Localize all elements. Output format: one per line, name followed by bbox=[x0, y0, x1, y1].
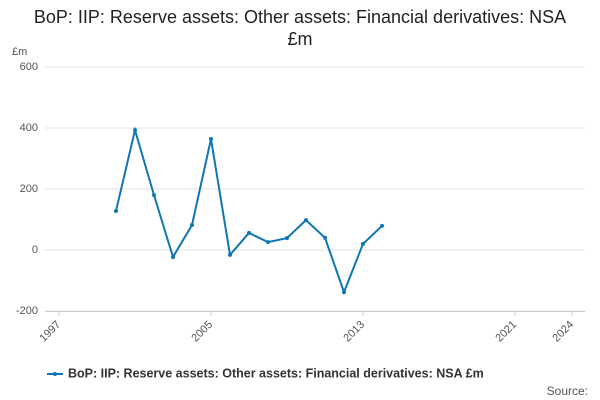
line bbox=[115, 126, 383, 295]
point bbox=[266, 240, 270, 245]
point bbox=[247, 230, 251, 235]
y-unit: £m bbox=[12, 46, 27, 58]
y-tick-label: 600 bbox=[20, 61, 38, 73]
point bbox=[114, 208, 118, 213]
y-tick-label: -200 bbox=[16, 305, 38, 317]
point bbox=[342, 290, 346, 295]
legend-marker bbox=[53, 372, 57, 376]
chart-title: BoP: IIP: Reserve assets: Other assets: … bbox=[33, 7, 567, 49]
point bbox=[171, 255, 175, 260]
y-tick-label: 200 bbox=[20, 183, 38, 195]
point bbox=[190, 222, 194, 227]
x-tick-label: 2013 bbox=[341, 319, 367, 345]
point bbox=[133, 128, 137, 133]
point bbox=[323, 235, 327, 240]
source: Source: bbox=[547, 384, 588, 398]
point bbox=[380, 223, 384, 228]
point bbox=[304, 218, 308, 223]
y-tick-label: 0 bbox=[32, 244, 38, 256]
x-tick-label: 2024 bbox=[550, 319, 576, 345]
x-tick-label: 2005 bbox=[189, 319, 215, 345]
legend-label: BoP: IIP: Reserve assets: Other assets: … bbox=[68, 366, 484, 380]
point bbox=[152, 193, 156, 198]
point bbox=[285, 236, 289, 241]
point bbox=[228, 252, 232, 257]
point bbox=[361, 241, 365, 246]
y-tick-label: 400 bbox=[20, 122, 38, 134]
x-tick-label: 2021 bbox=[493, 319, 519, 345]
x-tick-label: 1997 bbox=[37, 319, 63, 345]
point bbox=[209, 136, 213, 141]
